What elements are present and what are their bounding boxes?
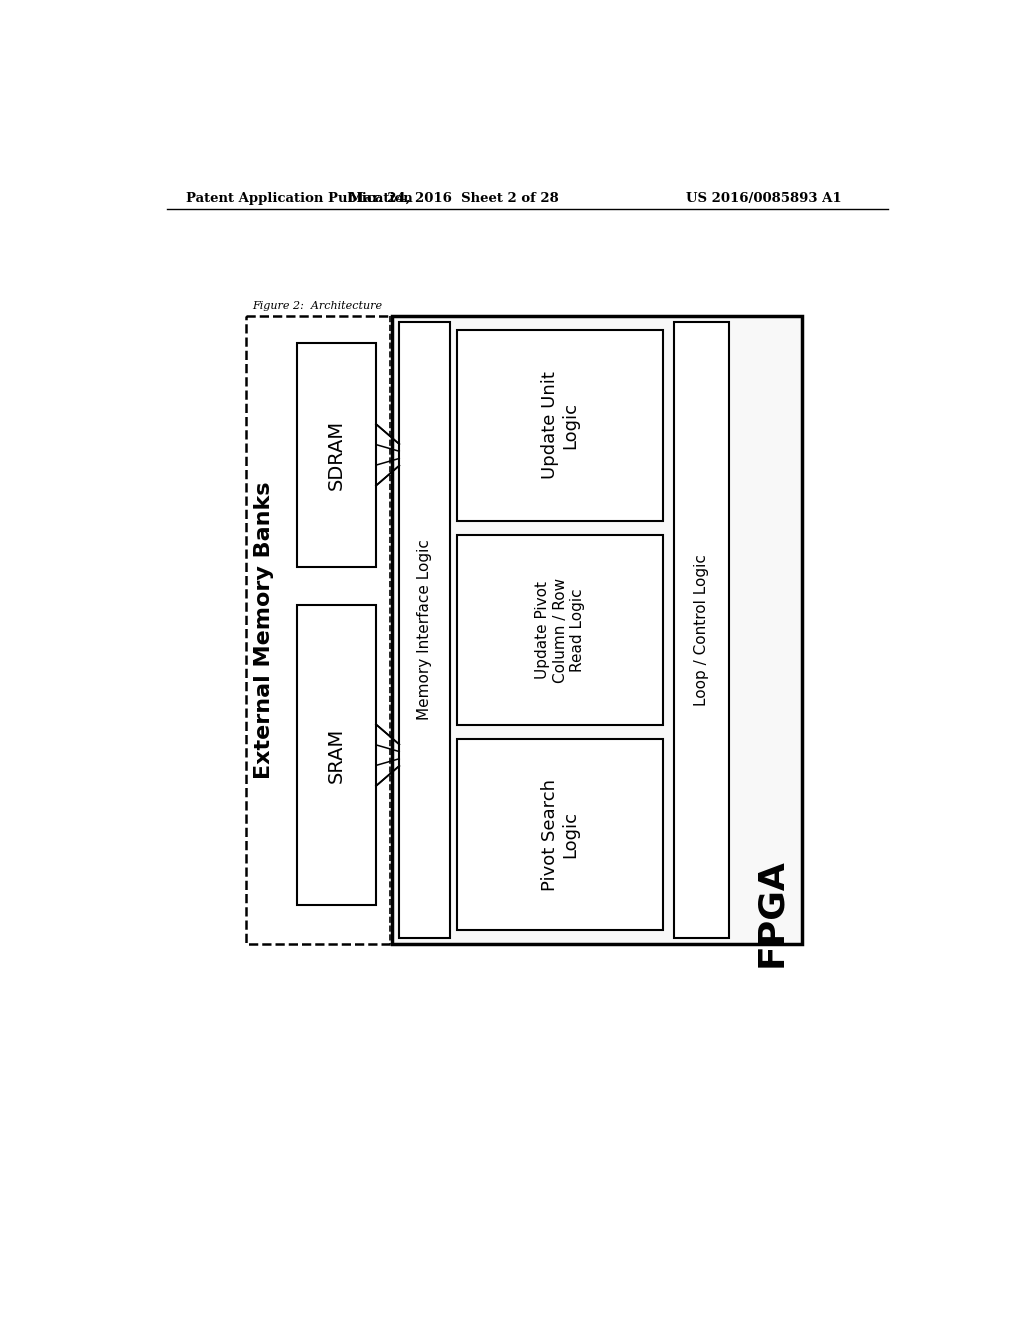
Text: FPGA: FPGA <box>755 858 788 968</box>
Bar <box>297 605 376 906</box>
Bar <box>458 330 663 521</box>
Text: Loop / Control Logic: Loop / Control Logic <box>694 554 709 706</box>
Text: SRAM: SRAM <box>327 727 346 783</box>
Text: US 2016/0085893 A1: US 2016/0085893 A1 <box>686 191 842 205</box>
Text: Update Unit
Logic: Update Unit Logic <box>541 371 580 479</box>
Text: Mar. 24, 2016  Sheet 2 of 28: Mar. 24, 2016 Sheet 2 of 28 <box>348 191 558 205</box>
Bar <box>246 317 395 944</box>
Bar <box>458 739 663 929</box>
Text: Pivot Search
Logic: Pivot Search Logic <box>541 779 580 891</box>
Text: SDRAM: SDRAM <box>327 420 346 490</box>
Text: External Memory Banks: External Memory Banks <box>254 482 273 779</box>
Bar <box>675 322 729 937</box>
Bar <box>399 322 450 937</box>
Text: Update Pivot
Column / Row
Read Logic: Update Pivot Column / Row Read Logic <box>536 577 585 682</box>
Text: Patent Application Publication: Patent Application Publication <box>186 191 413 205</box>
Bar <box>458 535 663 726</box>
Bar <box>391 317 802 944</box>
Text: Memory Interface Logic: Memory Interface Logic <box>417 540 432 721</box>
Text: Figure 2:  Architecture: Figure 2: Architecture <box>252 301 382 312</box>
Bar <box>297 343 376 566</box>
